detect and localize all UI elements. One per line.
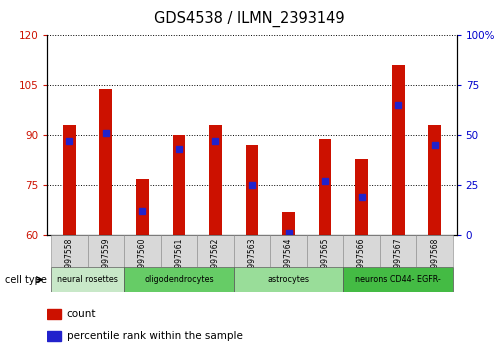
Bar <box>88 235 124 267</box>
Text: oligodendrocytes: oligodendrocytes <box>144 275 214 284</box>
Bar <box>270 235 307 267</box>
Text: GSM997566: GSM997566 <box>357 238 366 285</box>
Bar <box>380 235 416 267</box>
Bar <box>307 235 343 267</box>
Bar <box>234 235 270 267</box>
Bar <box>282 212 295 235</box>
Text: GSM997562: GSM997562 <box>211 238 220 284</box>
Bar <box>124 267 234 292</box>
Bar <box>234 267 343 292</box>
Text: GSM997565: GSM997565 <box>320 238 329 285</box>
Text: GSM997563: GSM997563 <box>248 238 256 285</box>
Bar <box>51 267 124 292</box>
Bar <box>136 179 149 235</box>
Bar <box>355 159 368 235</box>
Text: GSM997568: GSM997568 <box>430 238 439 284</box>
Bar <box>124 235 161 267</box>
Bar <box>173 136 185 235</box>
Bar <box>428 125 441 235</box>
Text: GSM997567: GSM997567 <box>394 238 403 285</box>
Text: GSM997564: GSM997564 <box>284 238 293 285</box>
Bar <box>392 65 405 235</box>
Text: neural rosettes: neural rosettes <box>57 275 118 284</box>
Bar <box>99 89 112 235</box>
Bar <box>246 145 258 235</box>
Bar <box>197 235 234 267</box>
Text: GSM997559: GSM997559 <box>101 238 110 285</box>
Text: GSM997558: GSM997558 <box>65 238 74 284</box>
Bar <box>319 139 331 235</box>
Bar <box>161 235 197 267</box>
Bar <box>343 267 453 292</box>
Text: GSM997560: GSM997560 <box>138 238 147 285</box>
Bar <box>343 235 380 267</box>
Text: percentile rank within the sample: percentile rank within the sample <box>67 331 243 341</box>
Bar <box>47 331 61 341</box>
Bar <box>51 235 88 267</box>
Bar <box>416 235 453 267</box>
Text: count: count <box>67 309 96 319</box>
Bar <box>63 125 76 235</box>
Text: GSM997561: GSM997561 <box>175 238 184 284</box>
Text: cell type: cell type <box>5 275 47 285</box>
Text: neurons CD44- EGFR-: neurons CD44- EGFR- <box>355 275 441 284</box>
Bar <box>209 125 222 235</box>
Text: astrocytes: astrocytes <box>267 275 309 284</box>
Text: GDS4538 / ILMN_2393149: GDS4538 / ILMN_2393149 <box>154 11 345 27</box>
Bar <box>47 309 61 319</box>
